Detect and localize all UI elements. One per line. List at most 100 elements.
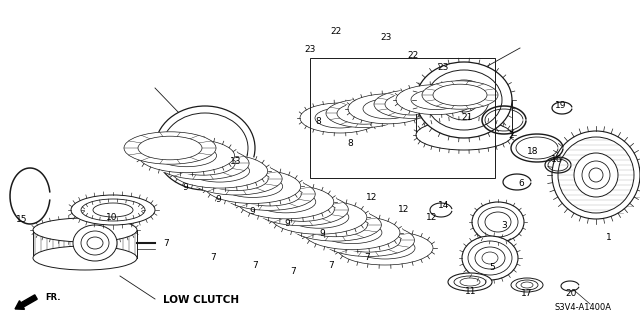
Text: 19: 19: [556, 100, 567, 109]
Text: 7: 7: [163, 239, 169, 248]
Text: 12: 12: [398, 205, 410, 214]
Text: S3V4-A1400A: S3V4-A1400A: [554, 303, 611, 313]
Ellipse shape: [337, 231, 433, 265]
Text: 22: 22: [408, 50, 419, 60]
Ellipse shape: [355, 237, 415, 259]
Ellipse shape: [237, 182, 301, 206]
Text: 1: 1: [606, 234, 612, 242]
Ellipse shape: [393, 84, 479, 116]
Ellipse shape: [256, 193, 348, 226]
Text: 10: 10: [106, 212, 118, 221]
Ellipse shape: [323, 224, 415, 256]
Ellipse shape: [155, 106, 255, 190]
Text: 7: 7: [328, 261, 334, 270]
Ellipse shape: [315, 108, 365, 128]
Ellipse shape: [238, 185, 334, 219]
Ellipse shape: [157, 145, 216, 167]
Text: 23: 23: [380, 33, 392, 42]
Ellipse shape: [223, 178, 316, 210]
Ellipse shape: [323, 224, 415, 256]
Ellipse shape: [138, 139, 234, 173]
Ellipse shape: [454, 276, 486, 288]
Text: 9: 9: [319, 229, 325, 239]
Ellipse shape: [322, 222, 382, 244]
Text: 22: 22: [330, 27, 342, 36]
Ellipse shape: [289, 209, 381, 241]
Ellipse shape: [71, 195, 155, 225]
Ellipse shape: [271, 200, 367, 234]
Ellipse shape: [81, 231, 109, 255]
Ellipse shape: [289, 206, 349, 228]
Text: 9: 9: [249, 207, 255, 217]
Ellipse shape: [478, 207, 518, 237]
Ellipse shape: [345, 93, 431, 125]
Ellipse shape: [172, 154, 268, 188]
Ellipse shape: [472, 202, 524, 242]
Ellipse shape: [157, 147, 249, 180]
Ellipse shape: [348, 94, 428, 124]
Ellipse shape: [168, 153, 271, 189]
Ellipse shape: [374, 90, 450, 118]
Ellipse shape: [433, 84, 487, 106]
Ellipse shape: [223, 175, 283, 197]
Ellipse shape: [201, 168, 304, 205]
Text: 8: 8: [347, 138, 353, 147]
Ellipse shape: [300, 103, 380, 133]
Ellipse shape: [475, 247, 505, 269]
Text: 14: 14: [438, 201, 450, 210]
Ellipse shape: [582, 161, 610, 189]
Ellipse shape: [416, 62, 512, 138]
Ellipse shape: [396, 85, 476, 115]
Ellipse shape: [124, 132, 216, 164]
Ellipse shape: [297, 102, 383, 134]
Ellipse shape: [516, 280, 538, 290]
Ellipse shape: [374, 90, 450, 118]
Text: 9: 9: [215, 196, 221, 204]
Ellipse shape: [189, 160, 250, 182]
Ellipse shape: [268, 199, 371, 235]
Ellipse shape: [205, 169, 301, 204]
Text: 23: 23: [437, 63, 449, 72]
Ellipse shape: [256, 191, 316, 213]
Ellipse shape: [589, 168, 603, 182]
Text: 9: 9: [284, 219, 290, 227]
Ellipse shape: [422, 81, 498, 109]
Ellipse shape: [416, 120, 512, 150]
Text: 6: 6: [518, 179, 524, 188]
Ellipse shape: [33, 246, 137, 270]
FancyArrow shape: [15, 295, 37, 309]
Ellipse shape: [289, 209, 381, 241]
Bar: [310, 58, 495, 178]
Ellipse shape: [411, 90, 461, 110]
Text: 23: 23: [304, 46, 316, 55]
Text: 20: 20: [565, 288, 577, 298]
Text: FR.: FR.: [45, 293, 61, 302]
Text: 2: 2: [508, 130, 514, 139]
Ellipse shape: [574, 153, 618, 197]
Text: LOW CLUTCH: LOW CLUTCH: [163, 295, 239, 305]
Ellipse shape: [234, 184, 337, 220]
Ellipse shape: [439, 80, 489, 120]
Ellipse shape: [73, 225, 117, 261]
Text: 7: 7: [252, 261, 258, 270]
Ellipse shape: [552, 131, 640, 219]
Ellipse shape: [326, 99, 402, 128]
Ellipse shape: [223, 178, 316, 210]
Text: 5: 5: [489, 263, 495, 271]
Text: 17: 17: [521, 288, 532, 298]
Ellipse shape: [326, 99, 402, 128]
Ellipse shape: [256, 193, 348, 226]
Ellipse shape: [337, 228, 401, 252]
Ellipse shape: [190, 163, 282, 195]
Text: 16: 16: [551, 155, 563, 165]
Ellipse shape: [33, 246, 137, 270]
Text: 4: 4: [197, 138, 203, 147]
Ellipse shape: [422, 81, 498, 109]
Ellipse shape: [558, 137, 634, 213]
Ellipse shape: [304, 216, 400, 249]
Text: 9: 9: [182, 183, 188, 192]
Text: 7: 7: [290, 266, 296, 276]
Ellipse shape: [462, 236, 518, 280]
Text: 12: 12: [366, 194, 378, 203]
Text: 7: 7: [364, 254, 370, 263]
